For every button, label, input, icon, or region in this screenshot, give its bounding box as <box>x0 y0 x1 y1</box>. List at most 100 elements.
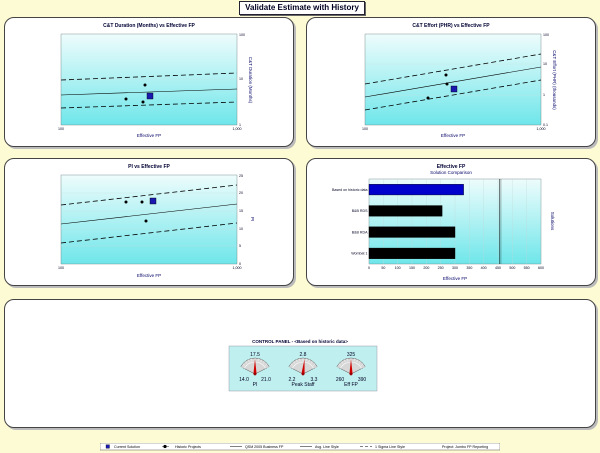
gauge-value-label: 325 <box>347 352 356 358</box>
gauge-tick <box>310 361 313 364</box>
duration-chart-panel: C&T Duration (Months) vs Effective FP 10… <box>4 17 294 147</box>
solution-comparison-panel: Effective FP Solution Comparison Based o… <box>306 158 596 286</box>
gauge-min-label: 260 <box>336 377 345 383</box>
pi-lower-sigma-line <box>60 222 238 244</box>
effort-avg-line <box>364 66 542 98</box>
legend-svg: Current Solution Historic Projects QSM 2… <box>100 443 500 451</box>
gauge-tick <box>262 361 265 364</box>
bar-category-label: Based on historic data <box>332 188 368 192</box>
effort-y-tick: 100 <box>543 33 549 37</box>
effort-historic-point[interactable] <box>426 96 430 100</box>
gauge-tick <box>308 359 310 363</box>
duration-historic-point[interactable] <box>141 100 145 104</box>
effort-y-axis-label: C&T Effort (PHR) (thousands) <box>552 50 557 110</box>
pi-y-tick: 10 <box>239 227 243 231</box>
duration-historic-point[interactable] <box>124 97 128 101</box>
legend-qsm-line: QSM 2005 Business FP <box>245 445 284 449</box>
gauge-min-label: 14.0 <box>239 377 249 383</box>
gauge-hub <box>253 372 257 376</box>
legend-historic-projects: Historic Projects <box>175 445 201 449</box>
pi-y-tick: 15 <box>239 209 243 213</box>
bar-x-tick: 50 <box>381 266 385 270</box>
gauge-max-label: 21.0 <box>261 377 271 383</box>
pi-y-tick: 0 <box>239 262 241 266</box>
bar-x-tick: 0 <box>368 266 370 270</box>
pi-x-axis-label: Effective FP <box>137 273 161 278</box>
pi-avg-line <box>60 203 238 225</box>
pi-historic-point[interactable] <box>124 200 128 204</box>
legend-sigma-line: 1 Sigma Line Style <box>375 445 405 449</box>
solution-comparison-chart: Effective FP Solution Comparison Based o… <box>332 164 555 281</box>
gauge-tick <box>299 358 301 362</box>
gauge-tick <box>248 359 250 363</box>
effort-current-solution-point[interactable] <box>450 85 458 93</box>
gauge-value-label: 2.8 <box>300 352 307 358</box>
effort-upper-sigma-line <box>364 53 542 85</box>
bar[interactable] <box>368 205 443 217</box>
pi-y-tick: 5 <box>239 244 241 248</box>
gauge-tick <box>358 361 361 364</box>
gauge-tick <box>338 363 342 366</box>
gauge-tick <box>257 358 259 362</box>
duration-y-tick: 1 <box>239 123 241 127</box>
gauge-tick <box>362 366 366 369</box>
bar[interactable] <box>368 226 456 238</box>
gauge-tick <box>347 358 349 362</box>
gauge-tick <box>242 363 246 366</box>
legend-current-solution: Current Solution <box>114 445 140 449</box>
gauge-tick <box>290 363 294 366</box>
gauge-tick <box>245 361 248 364</box>
pi-y-tick: 25 <box>239 174 243 178</box>
validate-estimate-title[interactable]: Validate Estimate with History <box>239 1 365 15</box>
gauge-hub <box>301 372 305 376</box>
bar-x-tick: 550 <box>524 266 530 270</box>
control-panel: CONTROL PANEL - <Based on historic data>… <box>4 299 596 428</box>
effort-chart-panel: C&T Effort (PHR) vs Effective FP 100 1,0… <box>306 17 596 147</box>
effort-y-tick: 0.1 <box>543 123 548 127</box>
bar-x-tick: 500 <box>509 266 515 270</box>
bar-x-tick: 300 <box>452 266 458 270</box>
effort-chart: C&T Effort (PHR) vs Effective FP 100 1,0… <box>362 23 557 138</box>
bar-category-label: B&B RDS <box>352 209 368 213</box>
duration-y-axis-label: C&T Duration (Months) <box>248 57 253 104</box>
effort-historic-point[interactable] <box>444 73 448 77</box>
gauge-tick <box>251 358 253 362</box>
bar-category-label: Wombat 1 <box>351 252 367 256</box>
bar-category-label: B&B RDA <box>352 230 368 234</box>
bar-x-tick: 250 <box>438 266 444 270</box>
bar-x-tick: 350 <box>466 266 472 270</box>
historic-projects-legend-icon <box>163 444 167 449</box>
duration-y-tick: 100 <box>239 33 245 37</box>
bar[interactable] <box>368 184 464 196</box>
control-panel-svg: CONTROL PANEL - <Based on historic data>… <box>228 339 378 392</box>
bar[interactable] <box>368 247 456 259</box>
effort-historic-point[interactable] <box>445 82 449 86</box>
duration-historic-point[interactable] <box>143 83 147 87</box>
duration-chart: C&T Duration (Months) vs Effective FP 10… <box>58 23 253 138</box>
gauge-tick <box>296 359 298 363</box>
duration-current-solution-point[interactable] <box>146 92 154 100</box>
gauge-name-label: Peak Staff <box>292 382 316 388</box>
gauge-tick <box>240 366 244 369</box>
effort-x-axis-label: Effective FP <box>441 133 465 138</box>
duration-avg-line <box>60 88 238 96</box>
gauge-tick <box>314 366 318 369</box>
pi-current-solution-point[interactable] <box>149 197 157 205</box>
bar-y-axis-label: Solutions <box>550 212 555 231</box>
duration-lower-sigma-line <box>60 101 238 109</box>
gauge-hub <box>349 372 353 376</box>
pi-historic-point[interactable] <box>140 200 144 204</box>
gauge-tick <box>293 361 296 364</box>
effort-x-tick: 100 <box>362 127 368 131</box>
duration-upper-sigma-line <box>60 72 238 81</box>
gauge-tick <box>260 359 262 363</box>
legend-avg-line: Avg. Line Style <box>315 445 339 449</box>
effort-chart-title: C&T Effort (PHR) vs Effective FP <box>412 23 490 29</box>
control-panel-title: CONTROL PANEL - <Based on historic data> <box>252 339 348 344</box>
pi-chart-panel: PI vs Effective FP 100 1,000 25 20 15 10… <box>4 158 294 286</box>
gauge-name-label: PI <box>253 382 258 388</box>
gauge-inner-arc <box>292 361 314 369</box>
pi-historic-point[interactable] <box>144 219 148 223</box>
